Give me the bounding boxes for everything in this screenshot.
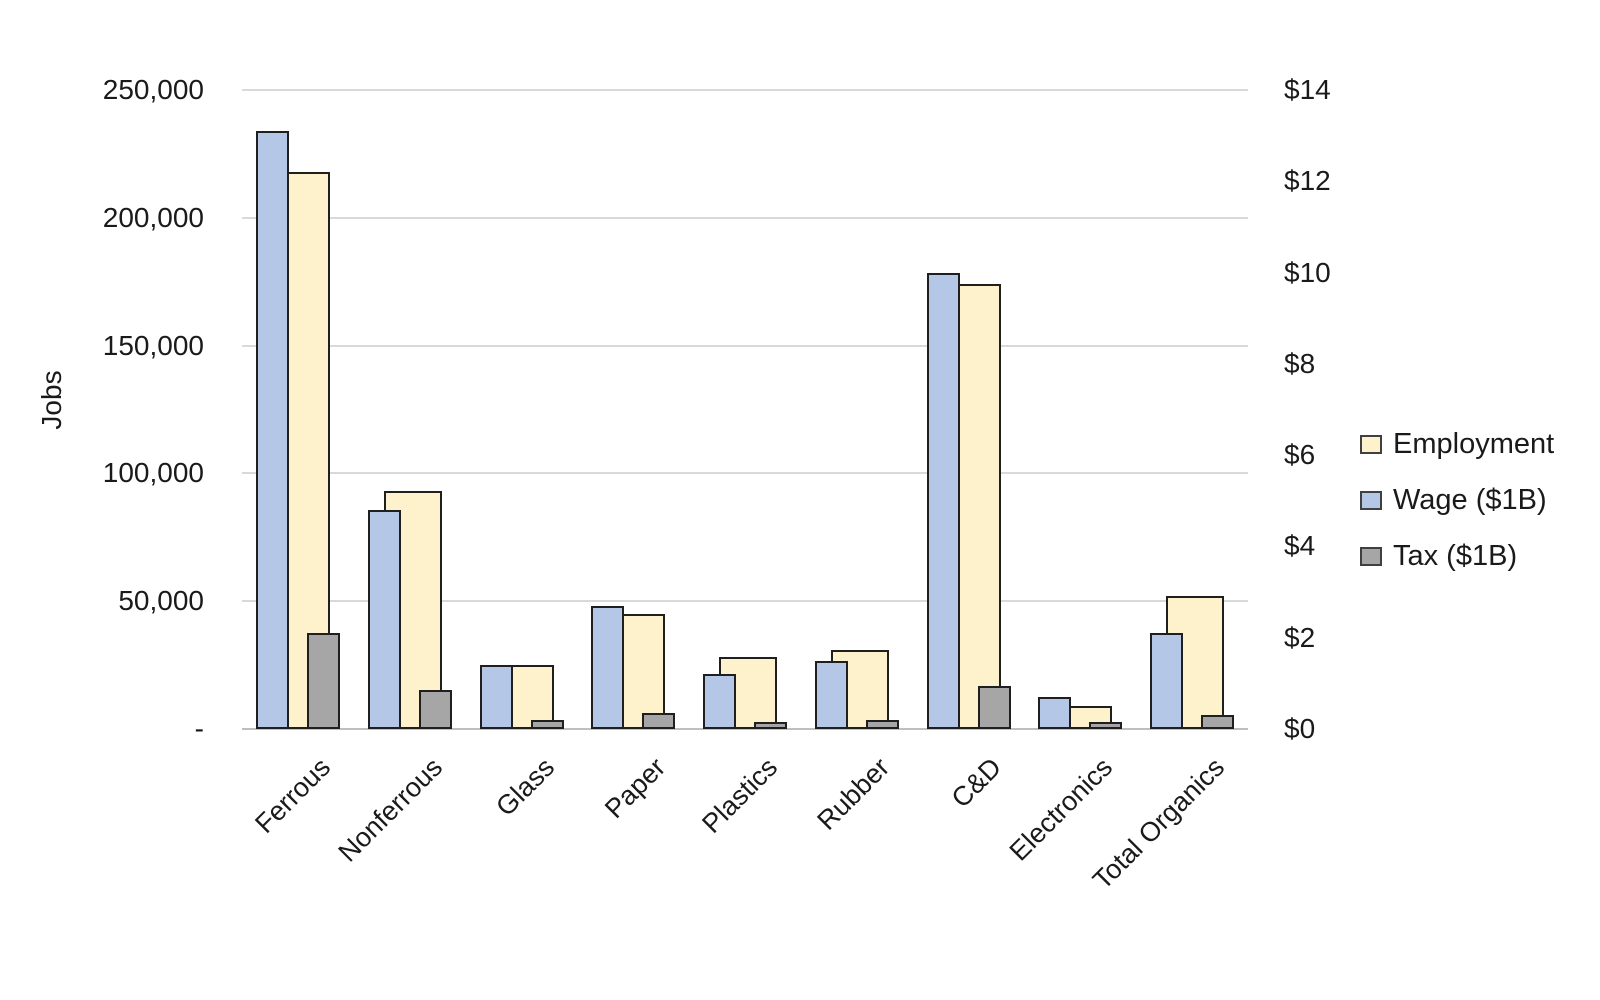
right-axis-tick-label: $12 xyxy=(1284,165,1331,197)
left-axis-tick-label: 50,000 xyxy=(118,585,204,617)
right-axis-tick-label: $0 xyxy=(1284,713,1316,744)
legend-swatch-employment xyxy=(1360,434,1382,454)
bar-tax-1b-nonferrous xyxy=(418,690,452,729)
gridline xyxy=(242,216,1248,219)
bar-wage-1b-rubber xyxy=(814,660,848,729)
bar-tax-1b-electronics xyxy=(1089,722,1123,729)
legend-label: Employment xyxy=(1393,427,1555,460)
legend-item-employment: Employment xyxy=(1360,416,1554,472)
legend-label: Tax ($1B) xyxy=(1393,539,1518,572)
category-label-rubber: Rubber xyxy=(811,752,895,836)
bar-wage-1b-ferrous xyxy=(256,131,289,729)
bar-wage-1b-plastics xyxy=(703,674,736,729)
bar-tax-1b-paper xyxy=(642,713,676,729)
right-axis-tick-label: $8 xyxy=(1284,347,1316,379)
x-axis-line xyxy=(242,728,1248,730)
left-axis-title: Jobs xyxy=(36,370,67,430)
gridline xyxy=(242,344,1248,347)
legend-item-wage-1b: Wage ($1B) xyxy=(1360,472,1554,528)
category-label-plastics: Plastics xyxy=(696,752,784,839)
bar-wage-1b-glass xyxy=(479,665,513,729)
bar-wage-1b-candd xyxy=(926,272,960,729)
legend: Employment Wage ($1B) Tax ($1B) xyxy=(1360,416,1554,584)
right-axis-tick-label: $10 xyxy=(1284,256,1331,288)
bar-tax-1b-plastics xyxy=(754,722,787,729)
gridline xyxy=(242,472,1248,475)
bar-tax-1b-total-organics xyxy=(1201,715,1234,729)
legend-label: Wage ($1B) xyxy=(1393,483,1547,516)
bar-tax-1b-glass xyxy=(530,719,564,729)
bar-wage-1b-total-organics xyxy=(1150,633,1183,729)
legend-item-tax-1b: Tax ($1B) xyxy=(1360,528,1554,584)
bar-tax-1b-candd xyxy=(977,685,1011,729)
gridline xyxy=(242,600,1248,603)
right-axis-tick-label: $4 xyxy=(1284,530,1316,562)
left-axis-tick-label: 200,000 xyxy=(102,201,204,233)
bar-wage-1b-nonferrous xyxy=(367,509,401,729)
bar-tax-1b-ferrous xyxy=(307,633,340,729)
category-label-ferrous: Ferrous xyxy=(249,752,337,839)
bar-wage-1b-paper xyxy=(591,605,625,729)
category-label-candd: C&D xyxy=(945,752,1007,814)
right-axis-tick-label: $2 xyxy=(1284,621,1316,653)
left-axis-tick-label: 100,000 xyxy=(102,457,204,489)
category-label-electronics: Electronics xyxy=(1003,752,1119,867)
right-axis-tick-label: $14 xyxy=(1284,74,1331,105)
left-axis-tick-label: 250,000 xyxy=(102,74,204,105)
bar-tax-1b-rubber xyxy=(865,719,899,729)
category-label-glass: Glass xyxy=(489,752,560,823)
category-label-total-organics: Total Organics xyxy=(1086,752,1231,896)
left-axis-tick-label: - xyxy=(194,713,204,744)
legend-swatch-wage-1b xyxy=(1360,490,1382,510)
legend-swatch-tax-1b xyxy=(1360,546,1382,566)
right-axis-tick-label: $6 xyxy=(1284,439,1316,471)
category-label-paper: Paper xyxy=(599,752,672,825)
category-label-nonferrous: Nonferrous xyxy=(332,752,448,868)
left-axis-tick-label: 150,000 xyxy=(102,329,204,361)
gridline xyxy=(242,89,1248,91)
bar-wage-1b-electronics xyxy=(1038,697,1072,729)
